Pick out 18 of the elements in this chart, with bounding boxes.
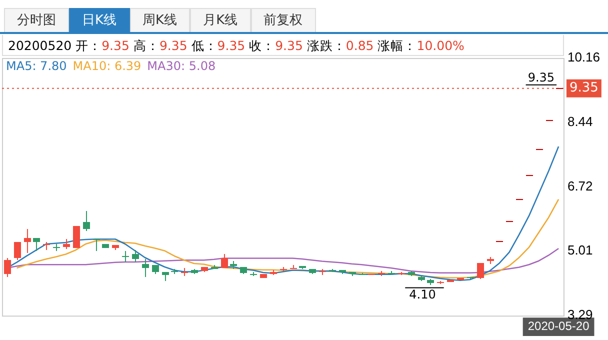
annotation: 9.35	[528, 70, 555, 84]
ref-line-label: 9.35	[569, 80, 598, 96]
y-tick-label: 5.01	[567, 242, 593, 258]
chart-title: 20200520 开：9.35 高：9.35 低：9.35 收：9.35 涨跌：0.85 涨幅：10.00%	[8, 38, 464, 53]
text: 前复权	[250, 8, 316, 32]
candlestick	[93, 239, 100, 251]
text: 周K线	[130, 8, 190, 32]
text: 分时图	[4, 8, 69, 32]
y-tick-label: 8.44	[567, 114, 593, 130]
y-tick-label: 6.72	[567, 178, 593, 194]
x-tick-label: 2020-05-20	[528, 319, 590, 334]
text: 月K线	[190, 8, 251, 32]
text: MA10: 6.39	[72, 59, 142, 74]
annotation: 4.10	[409, 287, 436, 302]
text: MA30: 5.08	[147, 59, 216, 74]
y-tick-label: 10.16	[567, 50, 600, 65]
candlestick	[122, 251, 129, 262]
text: MA5: 7.80	[6, 59, 67, 74]
